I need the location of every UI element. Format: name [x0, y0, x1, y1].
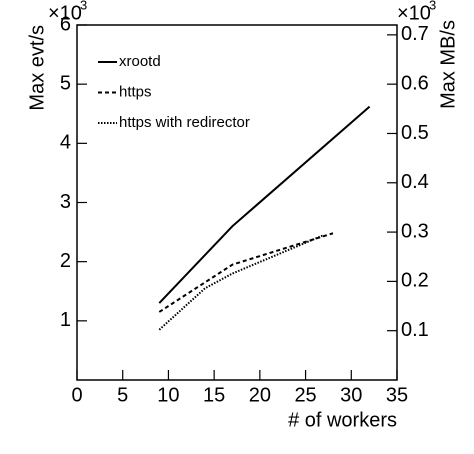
x-tick-label: 15 — [203, 384, 225, 406]
y2-tick-label: 0.7 — [401, 23, 429, 45]
plot-frame — [76, 24, 398, 381]
y-multiplier: ×10 — [48, 2, 82, 24]
y-tick-label: 2 — [60, 250, 71, 272]
y2-tick-label: 0.2 — [401, 270, 429, 292]
x-tick-label: 25 — [294, 384, 316, 406]
legend-label: xrootd — [119, 53, 161, 70]
y2-tick-label: 0.5 — [401, 122, 429, 144]
y2-tick-label: 0.6 — [401, 72, 429, 94]
series-line — [158, 232, 334, 313]
y-tick-label: 6 — [60, 13, 71, 35]
x-tick-label: 0 — [71, 384, 82, 406]
y-tick-label: 4 — [60, 132, 71, 154]
series-line — [158, 234, 325, 331]
y2-axis-title: Max MB/s — [437, 20, 459, 109]
y2-tick-label: 0.3 — [401, 220, 429, 242]
x-tick-label: 5 — [117, 384, 128, 406]
y-axis-title: Max evt/s — [26, 25, 48, 111]
y-tick-label: 1 — [60, 309, 71, 331]
y2-exponent: 3 — [429, 0, 436, 12]
x-tick-label: 10 — [157, 384, 179, 406]
y2-tick-label: 0.1 — [401, 319, 429, 341]
x-axis-title: # of workers — [288, 409, 397, 431]
y2-tick-label: 0.4 — [401, 171, 429, 193]
y2-multiplier: ×10 — [397, 2, 431, 24]
series-line — [158, 105, 371, 304]
legend-label: https with redirector — [119, 114, 250, 131]
y-tick-label: 3 — [60, 191, 71, 213]
y-tick-label: 5 — [60, 72, 71, 94]
x-tick-label: 35 — [386, 384, 408, 406]
legend-label: https — [119, 83, 152, 100]
x-tick-label: 30 — [340, 384, 362, 406]
x-tick-label: 20 — [249, 384, 271, 406]
y-exponent: 3 — [80, 0, 87, 12]
